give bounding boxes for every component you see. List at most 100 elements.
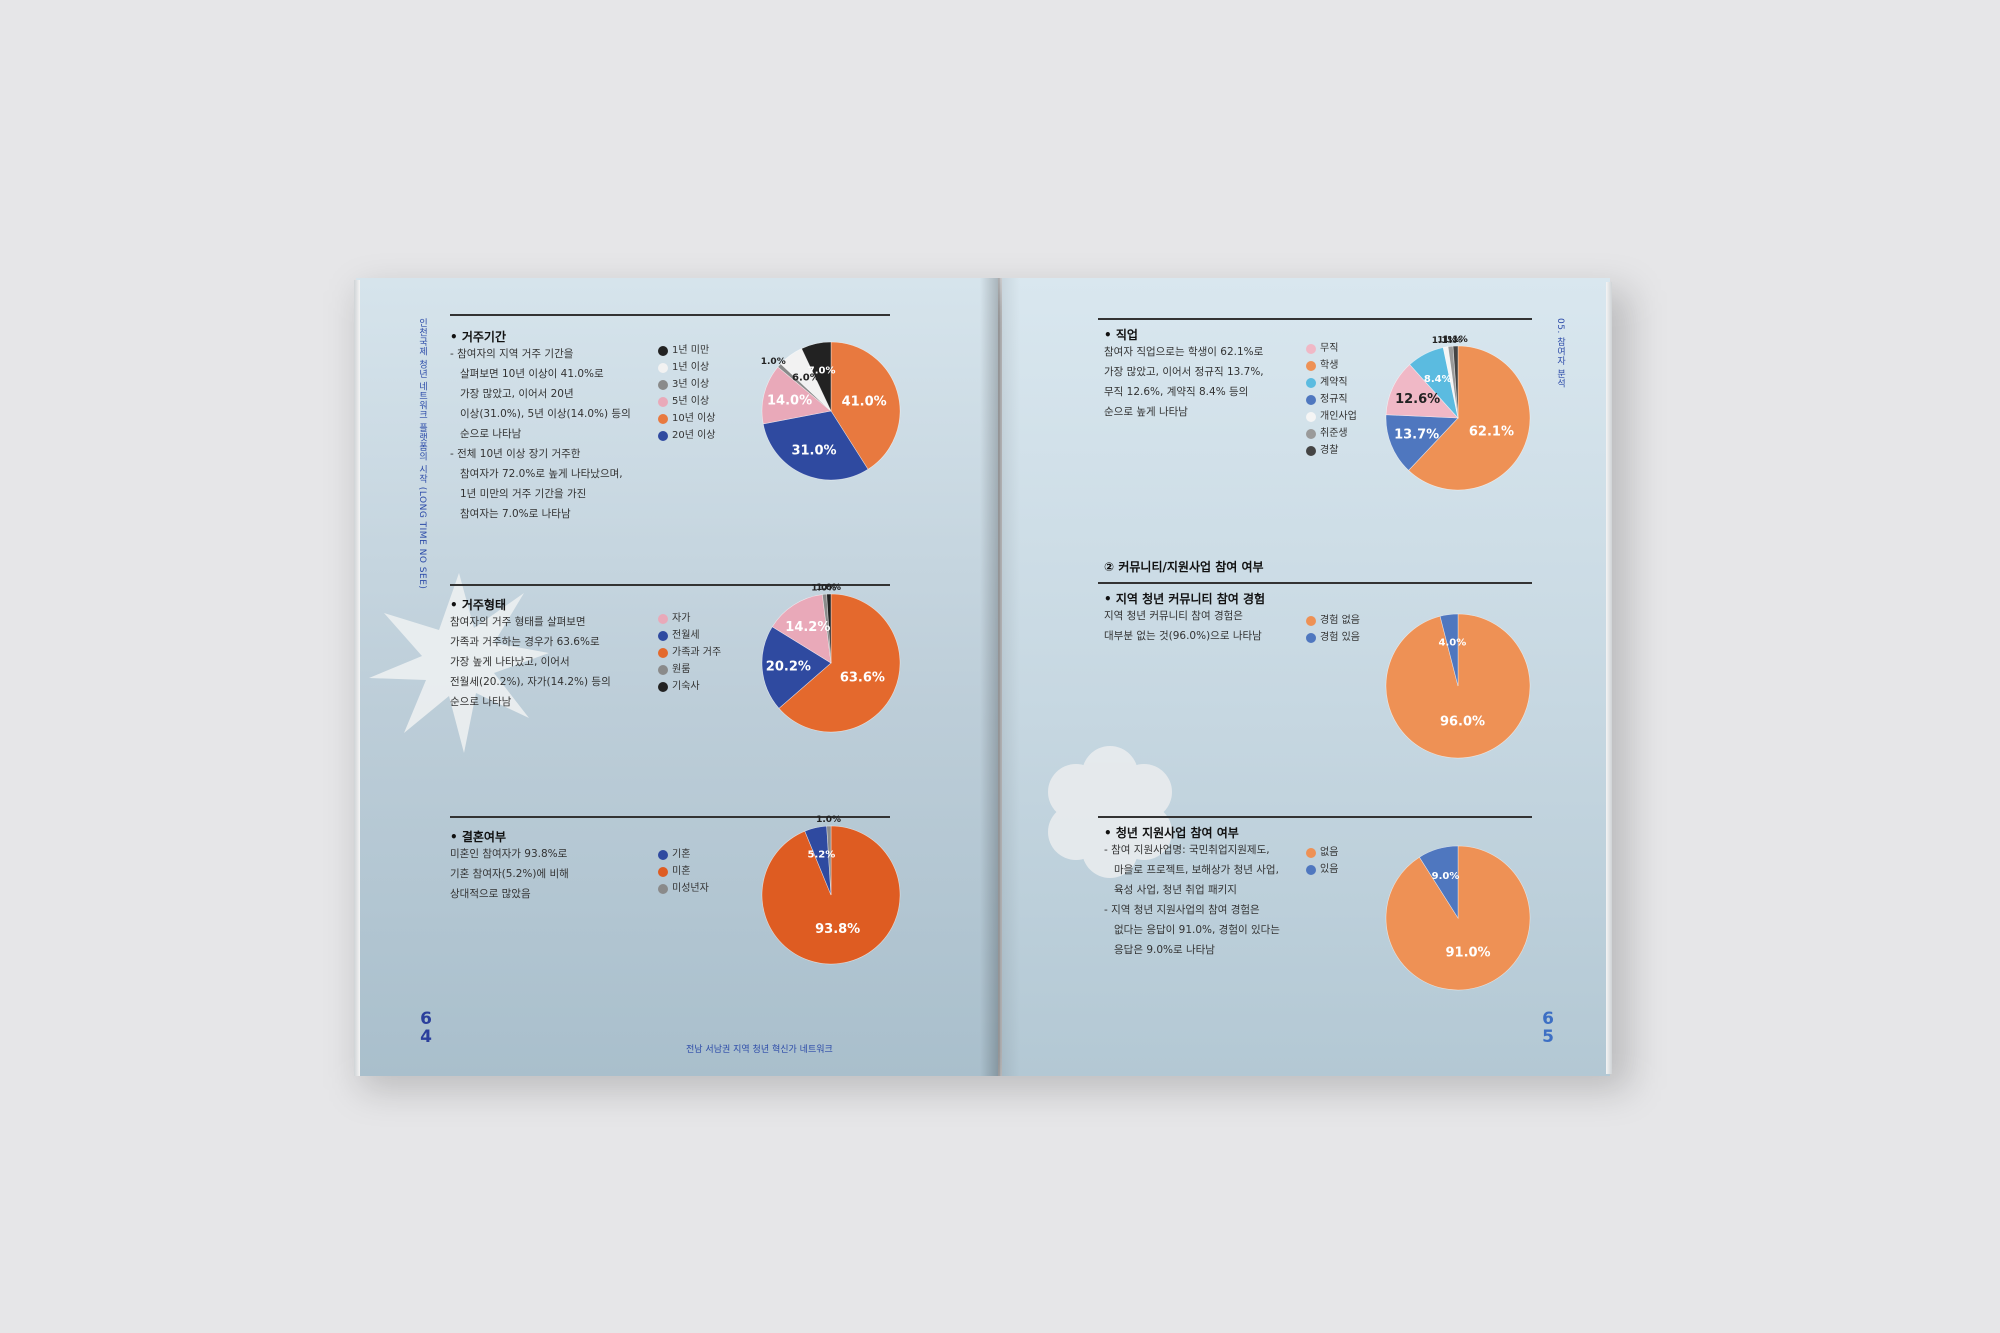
support-legend: 없음 있음 bbox=[1306, 844, 1338, 878]
community-support-heading: ② 커뮤니티/지원사업 참여 여부 bbox=[1104, 560, 1264, 574]
legend-swatch bbox=[658, 345, 668, 356]
right-side-running-text: 05. 참여자 분석 bbox=[1555, 318, 1565, 389]
pie-data-label: 96.0% bbox=[1440, 715, 1485, 730]
legend-swatch bbox=[658, 664, 668, 675]
pie-data-label: 93.8% bbox=[815, 922, 860, 937]
legend-item: 20년 이상 bbox=[658, 427, 716, 444]
legend-item: 자가 bbox=[658, 610, 721, 627]
legend-label: 미성년자 bbox=[672, 883, 709, 894]
starburst-decoration bbox=[369, 573, 549, 753]
legend-item: 개인사업 bbox=[1306, 408, 1357, 425]
text-line: - 전체 10년 이상 장기 거주한 bbox=[450, 448, 581, 460]
pie-slice bbox=[761, 825, 901, 965]
legend-label: 원룸 bbox=[672, 664, 691, 675]
text-line: - 참여 지원사업명: 국민취업지원제도, bbox=[1104, 844, 1270, 856]
pie-slice bbox=[801, 341, 832, 412]
legend-item: 기숙사 bbox=[658, 678, 721, 695]
section-rule bbox=[1098, 582, 1532, 584]
text-line: 1년 미만의 거주 기간을 가진 bbox=[460, 488, 587, 500]
text-line: 상대적으로 많았음 bbox=[450, 888, 531, 900]
text-line: 없다는 응답이 91.0%, 경험이 있다는 bbox=[1114, 924, 1280, 936]
legend-swatch bbox=[658, 849, 668, 860]
residence-period-legend: 1년 미만 1년 이상 3년 이상 5년 이상 10년 이상 20년 이상 bbox=[658, 342, 716, 444]
legend-label: 정규직 bbox=[1320, 394, 1348, 405]
legend-label: 3년 이상 bbox=[672, 379, 710, 390]
legend-item: 원룸 bbox=[658, 661, 721, 678]
legend-swatch bbox=[1306, 394, 1316, 405]
legend-item: 취준생 bbox=[1306, 425, 1357, 442]
legend-swatch bbox=[658, 883, 668, 894]
pie-data-label: 5.2% bbox=[808, 849, 836, 860]
legend-item: 1년 이상 bbox=[658, 359, 716, 376]
page-number-digit: 6 bbox=[1542, 1009, 1554, 1029]
legend-label: 경험 있음 bbox=[1320, 632, 1360, 643]
legend-swatch bbox=[658, 866, 668, 877]
text-line: 미혼인 참여자가 93.8%로 bbox=[450, 848, 568, 860]
legend-item: 전월세 bbox=[658, 627, 721, 644]
page-edge-right bbox=[1606, 282, 1612, 1074]
page-number-digit: 5 bbox=[1542, 1027, 1554, 1047]
legend-swatch bbox=[658, 379, 668, 390]
text-line: 이상(31.0%), 5년 이상(14.0%) 등의 bbox=[460, 408, 631, 420]
text-line: 참여자는 7.0%로 나타남 bbox=[460, 508, 571, 520]
right-page: 05. 참여자 분석 • 직업 참여자 직업으로는 학생이 62.1%로 가장 … bbox=[1002, 278, 1610, 1076]
legend-swatch bbox=[1306, 615, 1316, 626]
residence-type-text: 참여자의 거주 형태를 살펴보면 가족과 거주하는 경우가 63.6%로 가장 … bbox=[450, 612, 660, 712]
residence-type-pie: 63.6% 20.2% 14.2% 1.0%1.0% bbox=[761, 583, 901, 733]
support-title: • 청년 지원사업 참여 여부 bbox=[1104, 826, 1239, 840]
text-line: 지역 청년 커뮤니티 참여 경험은 bbox=[1104, 610, 1243, 622]
section-rule bbox=[450, 314, 890, 316]
page-number-digit: 4 bbox=[420, 1027, 432, 1047]
legend-label: 기혼 bbox=[672, 849, 691, 860]
legend-label: 1년 이상 bbox=[672, 362, 710, 373]
pie-slice bbox=[761, 626, 832, 709]
marriage-text: 미혼인 참여자가 93.8%로 기혼 참여자(5.2%)에 비해 상대적으로 많… bbox=[450, 844, 660, 904]
pie-data-label: 6.0% bbox=[792, 372, 820, 383]
legend-item: 계약직 bbox=[1306, 374, 1357, 391]
pie-slice bbox=[778, 593, 901, 733]
legend-label: 없음 bbox=[1320, 847, 1339, 858]
pie-data-label: 41.0% bbox=[842, 394, 887, 409]
legend-label: 학생 bbox=[1320, 360, 1339, 371]
legend-swatch bbox=[658, 681, 668, 692]
legend-label: 경찰 bbox=[1320, 445, 1339, 456]
legend-swatch bbox=[1306, 343, 1316, 354]
text-line: 대부분 없는 것(96.0%)으로 나타남 bbox=[1104, 630, 1262, 642]
section-rule bbox=[1098, 816, 1532, 818]
pie-slice bbox=[1408, 345, 1531, 491]
pie-data-label: 9.0% bbox=[1432, 871, 1460, 882]
text-line: 전월세(20.2%), 자가(14.2%) 등의 bbox=[450, 676, 611, 688]
left-side-running-text: 인천국제 청년 네트워크 플랫폼의 시작 (LONG TIME NO SEE) bbox=[417, 318, 427, 590]
pie-slice bbox=[761, 366, 832, 425]
text-line: 순으로 높게 나타남 bbox=[1104, 406, 1188, 418]
text-line: 참여자 직업으로는 학생이 62.1%로 bbox=[1104, 346, 1264, 358]
legend-label: 있음 bbox=[1320, 864, 1339, 875]
pie-slice bbox=[1452, 345, 1459, 419]
marriage-legend: 기혼 미혼 미성년자 bbox=[658, 846, 709, 897]
legend-label: 개인사업 bbox=[1320, 411, 1357, 422]
occupation-text: 참여자 직업으로는 학생이 62.1%로 가장 많았고, 이어서 정규직 13.… bbox=[1104, 342, 1304, 422]
text-line: 가족과 거주하는 경우가 63.6%로 bbox=[450, 636, 600, 648]
pie-slice bbox=[1419, 845, 1459, 920]
pie-data-label: 1.1% bbox=[1443, 335, 1468, 345]
pie-data-label: 1.0% bbox=[811, 583, 836, 593]
legend-swatch bbox=[1306, 632, 1316, 643]
text-line: 마을로 프로젝트, 보해상가 청년 사업, bbox=[1114, 864, 1279, 876]
legend-label: 5년 이상 bbox=[672, 396, 710, 407]
legend-item: 10년 이상 bbox=[658, 410, 716, 427]
text-line: - 지역 청년 지원사업의 참여 경험은 bbox=[1104, 904, 1260, 916]
legend-item: 학생 bbox=[1306, 357, 1357, 374]
pie-data-label: 1.0% bbox=[761, 357, 786, 367]
community-title: • 지역 청년 커뮤니티 참여 경험 bbox=[1104, 592, 1266, 606]
legend-label: 1년 미만 bbox=[672, 345, 710, 356]
legend-swatch bbox=[658, 413, 668, 424]
pie-data-label: 14.0% bbox=[767, 393, 812, 408]
left-page: 인천국제 청년 네트워크 플랫폼의 시작 (LONG TIME NO SEE) … bbox=[356, 278, 998, 1076]
pie-data-label: 31.0% bbox=[791, 443, 836, 458]
legend-item: 무직 bbox=[1306, 340, 1357, 357]
pie-data-label: 7.0% bbox=[808, 365, 836, 376]
text-line: 순으로 나타남 bbox=[450, 696, 512, 708]
legend-item: 1년 미만 bbox=[658, 342, 716, 359]
text-line: 가장 높게 나타났고, 이어서 bbox=[450, 656, 570, 668]
pie-data-label: 63.6% bbox=[840, 670, 885, 685]
